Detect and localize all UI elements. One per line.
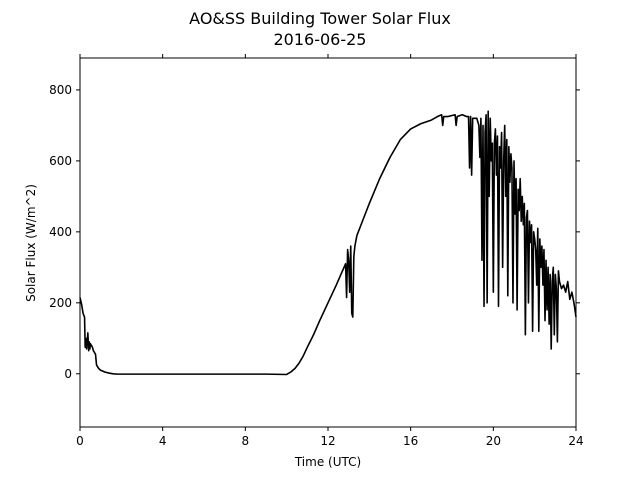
y-ticks: 0 200 400 600 800 bbox=[49, 83, 580, 381]
solar-flux-line bbox=[79, 110, 577, 376]
x-axis-label: Time (UTC) bbox=[294, 455, 361, 469]
plot-frame bbox=[79, 57, 577, 428]
x-tick-label: 24 bbox=[568, 434, 583, 448]
y-tick-label: 200 bbox=[49, 296, 72, 310]
y-tick-label: 0 bbox=[64, 367, 72, 381]
x-tick-label: 0 bbox=[76, 434, 84, 448]
x-tick-label: 20 bbox=[486, 434, 501, 448]
y-tick-label: 400 bbox=[49, 225, 72, 239]
chart-subtitle: 2016-06-25 bbox=[274, 30, 367, 49]
y-tick-label: 800 bbox=[49, 83, 72, 97]
x-ticks: 0 4 8 12 16 20 24 bbox=[76, 54, 584, 448]
chart-title: AO&SS Building Tower Solar Flux bbox=[189, 9, 451, 28]
x-tick-label: 8 bbox=[242, 434, 250, 448]
x-tick-label: 4 bbox=[159, 434, 167, 448]
x-tick-label: 16 bbox=[403, 434, 418, 448]
plot-layer bbox=[79, 110, 577, 376]
y-tick-label: 600 bbox=[49, 154, 72, 168]
x-tick-label: 12 bbox=[320, 434, 335, 448]
y-axis-label: Solar Flux (W/m^2) bbox=[24, 184, 38, 302]
